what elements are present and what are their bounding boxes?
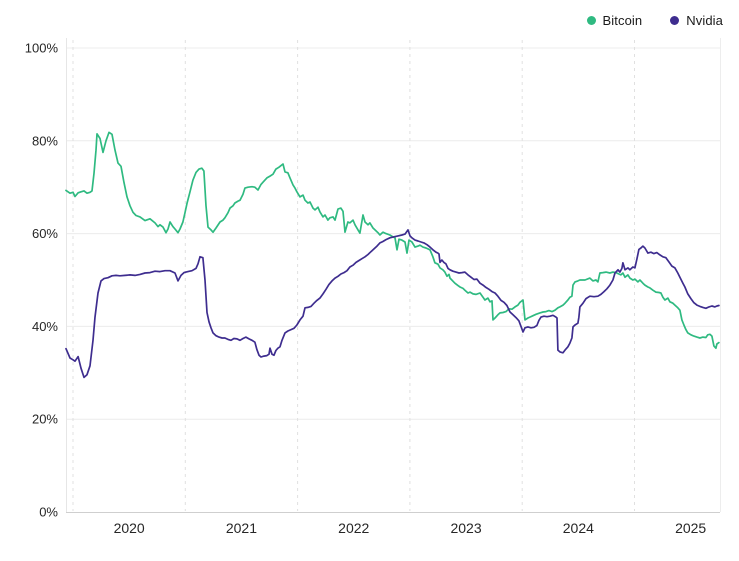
x-axis-tick-label: 2024 bbox=[563, 520, 594, 536]
chart-legend: Bitcoin Nvidia bbox=[586, 13, 723, 28]
bitcoin-series-line bbox=[65, 131, 720, 350]
nvidia-legend-label: Nvidia bbox=[686, 13, 723, 28]
x-axis-tick-label: 2021 bbox=[226, 520, 257, 536]
bitcoin-legend-dot-icon bbox=[586, 16, 596, 25]
y-axis-tick-label: 60% bbox=[32, 226, 58, 241]
y-axis-tick-label: 40% bbox=[32, 319, 58, 334]
x-axis-tick-label: 2023 bbox=[450, 520, 481, 536]
nvidia-series-line bbox=[65, 229, 720, 379]
nvidia-legend-dot-icon bbox=[670, 16, 680, 25]
bitcoin-legend-label: Bitcoin bbox=[602, 13, 643, 28]
y-axis-tick-label: 80% bbox=[32, 133, 58, 148]
y-axis-tick-label: 100% bbox=[25, 41, 59, 56]
x-axis-tick-label: 2022 bbox=[338, 520, 369, 536]
x-axis-tick-label: 2020 bbox=[114, 520, 145, 536]
legend-item-nvidia[interactable]: Nvidia bbox=[670, 13, 723, 28]
y-axis-tick-label: 20% bbox=[32, 412, 58, 427]
y-axis-tick-label: 0% bbox=[39, 505, 58, 520]
x-axis-tick-label: 2025 bbox=[675, 520, 706, 536]
legend-item-bitcoin[interactable]: Bitcoin bbox=[586, 13, 643, 28]
